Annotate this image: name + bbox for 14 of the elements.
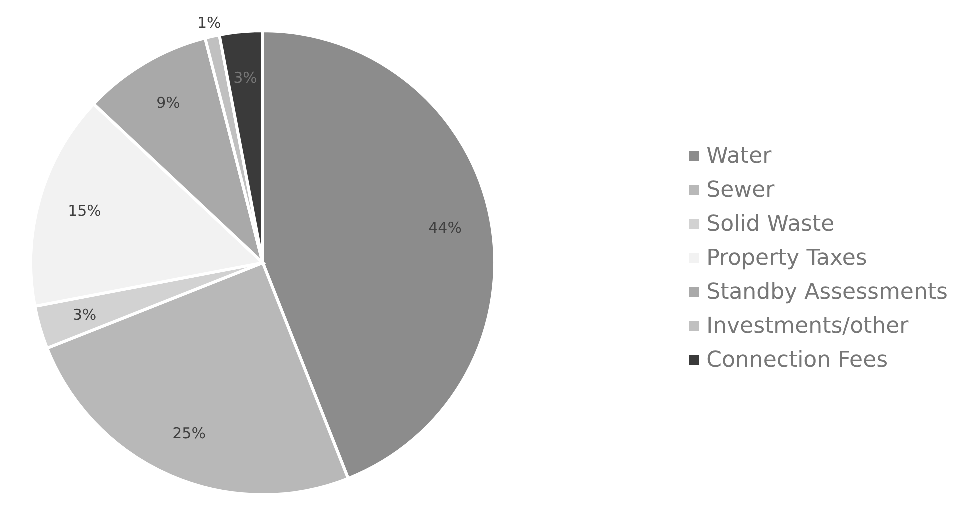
legend-label: Sewer xyxy=(706,178,775,202)
data-label: 25% xyxy=(172,424,206,442)
data-label: 3% xyxy=(72,306,97,324)
data-label: 44% xyxy=(428,219,462,238)
legend-label: Water xyxy=(706,144,772,168)
data-label: 1% xyxy=(197,14,222,32)
legend-label: Standby Assessments xyxy=(706,280,948,304)
data-label: 3% xyxy=(234,69,258,88)
legend-label: Investments/other xyxy=(706,314,909,338)
data-label: 9% xyxy=(156,94,180,112)
legend-label: Property Taxes xyxy=(706,246,868,270)
data-label: 15% xyxy=(68,202,102,220)
legend-label: Connection Fees xyxy=(706,348,888,372)
legend-label: Solid Waste xyxy=(706,212,835,236)
